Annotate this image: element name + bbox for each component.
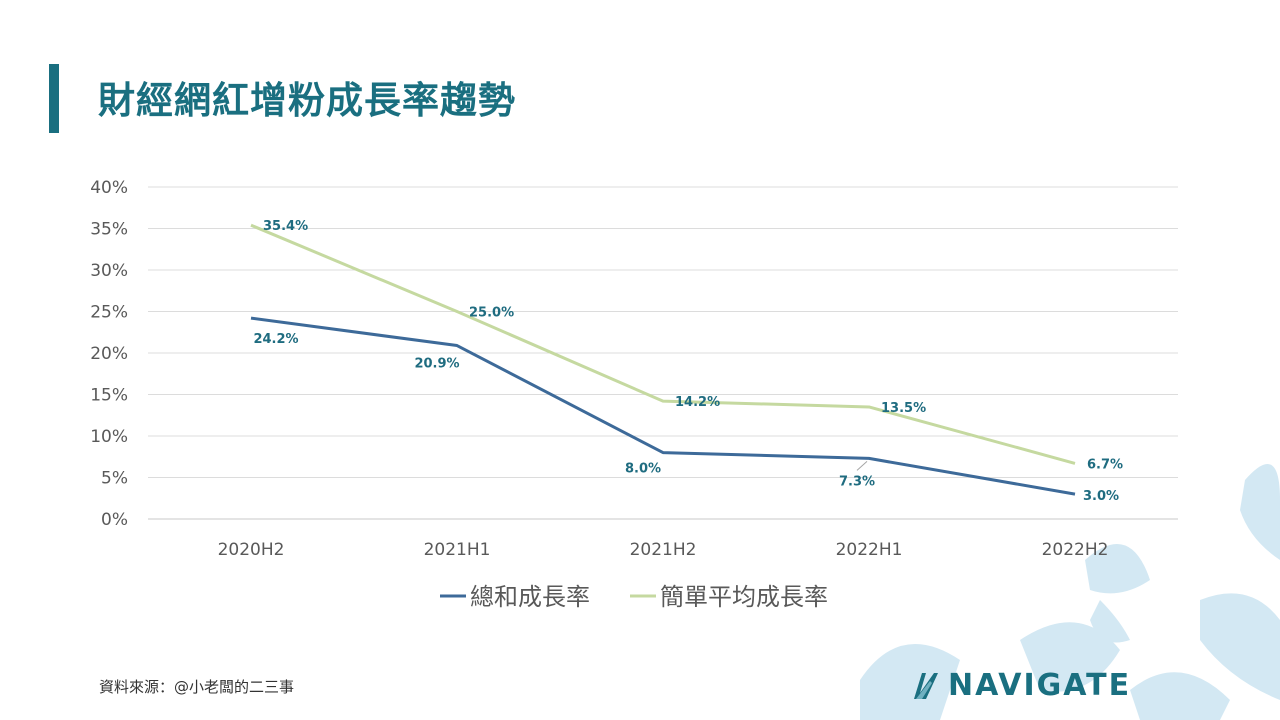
data-label: 3.0% bbox=[1083, 489, 1119, 504]
x-tick-label: 2022H2 bbox=[1042, 540, 1109, 560]
legend: 總和成長率 簡單平均成長率 bbox=[440, 583, 828, 611]
x-tick-label: 2021H1 bbox=[424, 540, 491, 560]
x-axis-ticks: 2020H2 2021H1 2021H2 2022H1 2022H2 bbox=[218, 540, 1109, 560]
data-label: 25.0% bbox=[469, 306, 514, 321]
y-tick-label: 5% bbox=[101, 469, 128, 489]
y-tick-label: 15% bbox=[90, 386, 128, 406]
title-accent-bar bbox=[49, 64, 59, 133]
data-labels: 24.2% 20.9% 8.0% 7.3% 3.0% 35.4% 25.0% 14.2% 13.… bbox=[253, 219, 1123, 504]
data-label: 13.5% bbox=[881, 401, 926, 416]
logo-mark-icon bbox=[914, 672, 938, 699]
label-leader-line bbox=[856, 461, 868, 471]
x-tick-label: 2022H1 bbox=[836, 540, 903, 560]
y-tick-label: 30% bbox=[90, 261, 128, 281]
source-note: 資料來源：@小老闆的二三事 bbox=[99, 678, 295, 696]
data-label: 14.2% bbox=[675, 395, 720, 410]
line-chart: 0%5%10%15%20%25%30%35%40% 2020H2 2021H1 20… bbox=[90, 178, 1178, 611]
x-tick-label: 2021H2 bbox=[630, 540, 697, 560]
legend-label-1: 總和成長率 bbox=[470, 583, 590, 611]
logo-text: NAVIGATE bbox=[948, 668, 1132, 703]
data-label: 6.7% bbox=[1087, 457, 1123, 472]
data-label: 24.2% bbox=[253, 332, 298, 347]
y-tick-label: 20% bbox=[90, 344, 128, 364]
y-tick-label: 0% bbox=[101, 510, 128, 530]
legend-label-2: 簡單平均成長率 bbox=[660, 583, 828, 611]
series-lines bbox=[250, 223, 1076, 496]
data-label: 7.3% bbox=[839, 474, 875, 489]
y-axis-ticks: 0% 5% 10% 15% 20% 25% 30% 35% 40% bbox=[90, 178, 128, 530]
data-label: 35.4% bbox=[263, 219, 308, 234]
gridlines bbox=[148, 186, 1178, 520]
x-tick-label: 2020H2 bbox=[218, 540, 285, 560]
series-line-2 bbox=[250, 223, 1076, 465]
navigate-logo: NAVIGATE bbox=[912, 668, 1131, 703]
y-tick-label: 10% bbox=[90, 427, 128, 447]
series-line-1 bbox=[250, 316, 1076, 496]
y-tick-label: 40% bbox=[90, 178, 128, 198]
y-tick-label: 25% bbox=[90, 303, 128, 323]
page-title: 財經網紅增粉成長率趨勢 bbox=[98, 79, 516, 122]
data-label: 8.0% bbox=[625, 462, 661, 477]
y-tick-label: 35% bbox=[90, 220, 128, 240]
data-label: 20.9% bbox=[414, 357, 459, 372]
